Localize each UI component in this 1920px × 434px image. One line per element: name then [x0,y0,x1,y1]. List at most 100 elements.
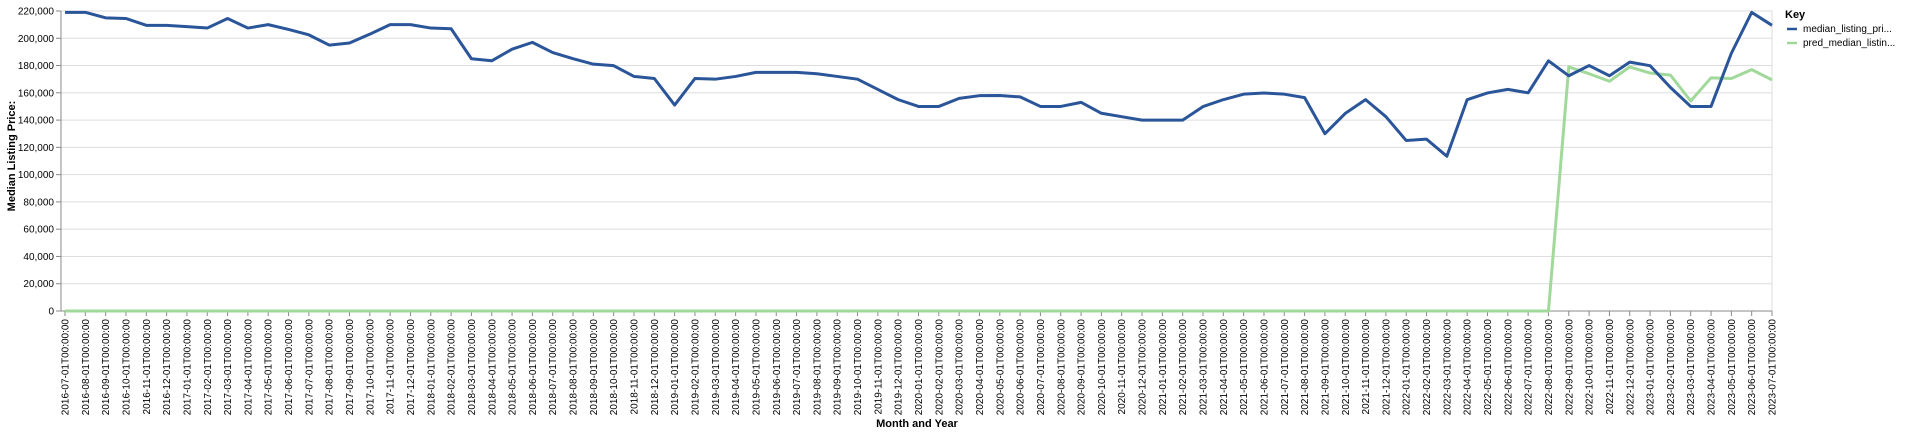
x-tick-label: 2020-11-01T00:00:00 [1117,319,1128,415]
y-tick-label: 220,000 [18,7,55,18]
y-tick-label: 0 [48,307,54,318]
x-tick-label: 2016-12-01T00:00:00 [162,319,173,416]
x-tick-label: 2022-05-01T00:00:00 [1483,319,1494,416]
x-tick-label: 2023-01-01T00:00:00 [1646,319,1657,416]
x-tick-label: 2017-07-01T00:00:00 [304,319,315,416]
y-tick-label: 180,000 [18,61,55,72]
series-line-2 [65,65,1773,313]
x-tick-label: 2017-11-01T00:00:00 [386,319,397,415]
x-tick-label: 2022-04-01T00:00:00 [1463,319,1474,416]
x-tick-label: 2023-05-01T00:00:00 [1727,319,1738,416]
x-tick-label: 2023-07-01T00:00:00 [1768,319,1779,416]
x-tick-label: 2017-08-01T00:00:00 [325,319,336,416]
x-tick-label: 2023-03-01T00:00:00 [1686,319,1697,416]
legend: Key median_listing_pri... pred_median_lis… [1785,9,1895,49]
x-tick-label: 2018-07-01T00:00:00 [548,319,559,416]
x-tick-label: 2018-03-01T00:00:00 [467,319,478,416]
x-tick-label: 2021-06-01T00:00:00 [1259,319,1270,416]
x-tick-label: 2017-01-01T00:00:00 [182,319,193,416]
x-tick-label: 2021-02-01T00:00:00 [1178,319,1189,416]
x-tick-label: 2018-09-01T00:00:00 [589,319,600,416]
x-tick-label: 2023-02-01T00:00:00 [1666,319,1677,416]
y-axis: 0 20,000 40,000 60,000 80,000 100,000 120,000 1… [18,7,62,318]
plot-frame [60,10,1773,312]
x-tick-label: 2016-07-01T00:00:00 [61,319,72,416]
x-tick-label: 2023-06-01T00:00:00 [1747,319,1758,416]
x-tick-label: 2016-08-01T00:00:00 [81,319,92,416]
y-axis-title: Median Listing Price: [6,101,18,212]
y-tick-label: 60,000 [23,225,54,236]
x-tick-label: 2022-12-01T00:00:00 [1625,319,1636,416]
x-tick-label: 2020-02-01T00:00:00 [934,319,945,416]
x-tick-label: 2019-06-01T00:00:00 [772,319,783,416]
x-tick-label: 2022-08-01T00:00:00 [1544,319,1555,416]
x-tick-label: 2017-04-01T00:00:00 [243,319,254,416]
legend-title: Key [1785,9,1806,21]
x-tick-label: 2018-06-01T00:00:00 [528,319,539,416]
series-line-1 [65,10,1773,158]
x-tick-label: 2019-05-01T00:00:00 [751,319,762,416]
x-tick-label: 2021-04-01T00:00:00 [1219,319,1230,416]
x-axis: 2016-07-01T00:00:00 2016-08-01T00:00:00 20… [61,310,1779,416]
x-tick-label: 2021-09-01T00:00:00 [1320,319,1331,416]
x-tick-label: 2018-08-01T00:00:00 [569,319,580,416]
series-lines [65,10,1773,313]
y-tick-label: 160,000 [18,88,55,99]
x-tick-label: 2022-06-01T00:00:00 [1503,319,1514,416]
x-tick-label: 2021-11-01T00:00:00 [1361,319,1372,415]
x-tick-label: 2019-07-01T00:00:00 [792,319,803,416]
x-tick-label: 2022-07-01T00:00:00 [1524,319,1535,416]
x-axis-title: Month and Year [876,418,958,430]
x-tick-label: 2017-05-01T00:00:00 [264,319,275,416]
x-tick-label: 2016-10-01T00:00:00 [121,319,132,416]
x-tick-label: 2019-11-01T00:00:00 [873,319,884,415]
x-tick-label: 2019-12-01T00:00:00 [894,319,905,416]
x-tick-label: 2019-04-01T00:00:00 [731,319,742,416]
x-tick-label: 2020-01-01T00:00:00 [914,319,925,416]
gridlines [60,10,1773,312]
x-tick-label: 2018-11-01T00:00:00 [630,319,641,415]
x-tick-label: 2021-08-01T00:00:00 [1300,319,1311,416]
x-tick-label: 2021-07-01T00:00:00 [1280,319,1291,416]
y-tick-label: 140,000 [18,116,55,127]
x-tick-label: 2021-10-01T00:00:00 [1341,319,1352,416]
y-tick-label: 200,000 [18,34,55,45]
y-tick-label: 40,000 [23,252,54,263]
x-tick-label: 2019-03-01T00:00:00 [711,319,722,416]
x-tick-label: 2022-10-01T00:00:00 [1585,319,1596,416]
x-tick-label: 2016-11-01T00:00:00 [142,319,153,415]
x-tick-label: 2021-12-01T00:00:00 [1381,319,1392,416]
x-tick-label: 2017-06-01T00:00:00 [284,319,295,416]
x-tick-label: 2021-03-01T00:00:00 [1199,319,1210,416]
x-tick-label: 2016-09-01T00:00:00 [101,319,112,416]
x-tick-label: 2022-02-01T00:00:00 [1422,319,1433,416]
x-tick-label: 2017-02-01T00:00:00 [203,319,214,416]
x-tick-label: 2018-01-01T00:00:00 [426,319,437,416]
x-tick-label: 2019-02-01T00:00:00 [690,319,701,416]
x-tick-label: 2020-07-01T00:00:00 [1036,319,1047,416]
x-tick-label: 2018-12-01T00:00:00 [650,319,661,416]
x-tick-label: 2019-10-01T00:00:00 [853,319,864,416]
x-tick-label: 2022-09-01T00:00:00 [1564,319,1575,416]
x-tick-label: 2020-06-01T00:00:00 [1016,319,1027,416]
x-tick-label: 2022-03-01T00:00:00 [1442,319,1453,416]
x-tick-label: 2020-03-01T00:00:00 [955,319,966,416]
x-tick-label: 2023-04-01T00:00:00 [1707,319,1718,416]
x-tick-label: 2017-03-01T00:00:00 [223,319,234,416]
x-tick-label: 2019-08-01T00:00:00 [812,319,823,416]
y-tick-label: 100,000 [18,170,55,181]
x-tick-label: 2020-09-01T00:00:00 [1077,319,1088,416]
x-tick-label: 2018-04-01T00:00:00 [487,319,498,416]
x-tick-label: 2020-08-01T00:00:00 [1056,319,1067,416]
x-tick-label: 2022-01-01T00:00:00 [1402,319,1413,416]
x-tick-label: 2017-10-01T00:00:00 [365,319,376,416]
x-tick-label: 2021-05-01T00:00:00 [1239,319,1250,416]
legend-label-1: median_listing_pri... [1803,24,1892,35]
x-tick-label: 2020-05-01T00:00:00 [995,319,1006,416]
x-tick-label: 2021-01-01T00:00:00 [1158,319,1169,416]
x-tick-label: 2020-10-01T00:00:00 [1097,319,1108,416]
y-tick-label: 20,000 [23,279,54,290]
x-tick-label: 2018-10-01T00:00:00 [609,319,620,416]
x-tick-label: 2017-09-01T00:00:00 [345,319,356,416]
